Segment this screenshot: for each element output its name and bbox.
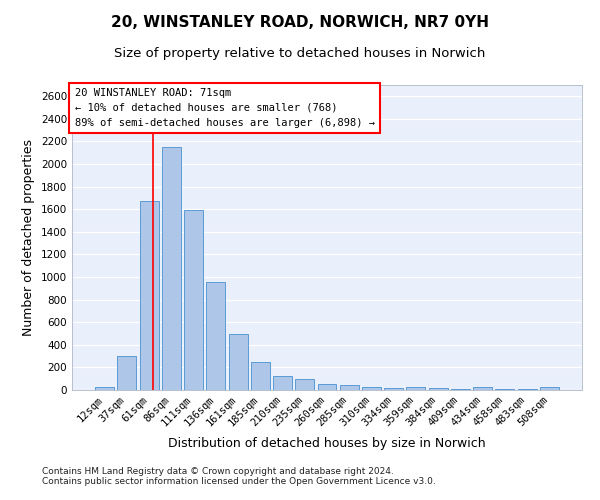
- Bar: [429, 388, 448, 390]
- Text: 20 WINSTANLEY ROAD: 71sqm
← 10% of detached houses are smaller (768)
89% of semi: 20 WINSTANLEY ROAD: 71sqm ← 10% of detac…: [74, 88, 374, 128]
- X-axis label: Distribution of detached houses by size in Norwich: Distribution of detached houses by size …: [168, 437, 486, 450]
- Y-axis label: Number of detached properties: Number of detached properties: [22, 139, 35, 336]
- Bar: [162, 147, 181, 390]
- Bar: [362, 387, 381, 390]
- Text: Contains public sector information licensed under the Open Government Licence v3: Contains public sector information licen…: [42, 477, 436, 486]
- Bar: [473, 387, 492, 390]
- Text: 20, WINSTANLEY ROAD, NORWICH, NR7 0YH: 20, WINSTANLEY ROAD, NORWICH, NR7 0YH: [111, 15, 489, 30]
- Bar: [140, 201, 158, 390]
- Bar: [95, 387, 114, 390]
- Bar: [273, 376, 292, 390]
- Bar: [496, 389, 514, 390]
- Bar: [206, 282, 225, 390]
- Bar: [184, 210, 203, 390]
- Bar: [295, 378, 314, 390]
- Bar: [384, 388, 403, 390]
- Bar: [118, 356, 136, 390]
- Bar: [340, 386, 359, 390]
- Text: Contains HM Land Registry data © Crown copyright and database right 2024.: Contains HM Land Registry data © Crown c…: [42, 467, 394, 476]
- Bar: [229, 334, 248, 390]
- Bar: [317, 384, 337, 390]
- Bar: [406, 387, 425, 390]
- Bar: [251, 362, 270, 390]
- Bar: [451, 389, 470, 390]
- Text: Size of property relative to detached houses in Norwich: Size of property relative to detached ho…: [115, 48, 485, 60]
- Bar: [540, 387, 559, 390]
